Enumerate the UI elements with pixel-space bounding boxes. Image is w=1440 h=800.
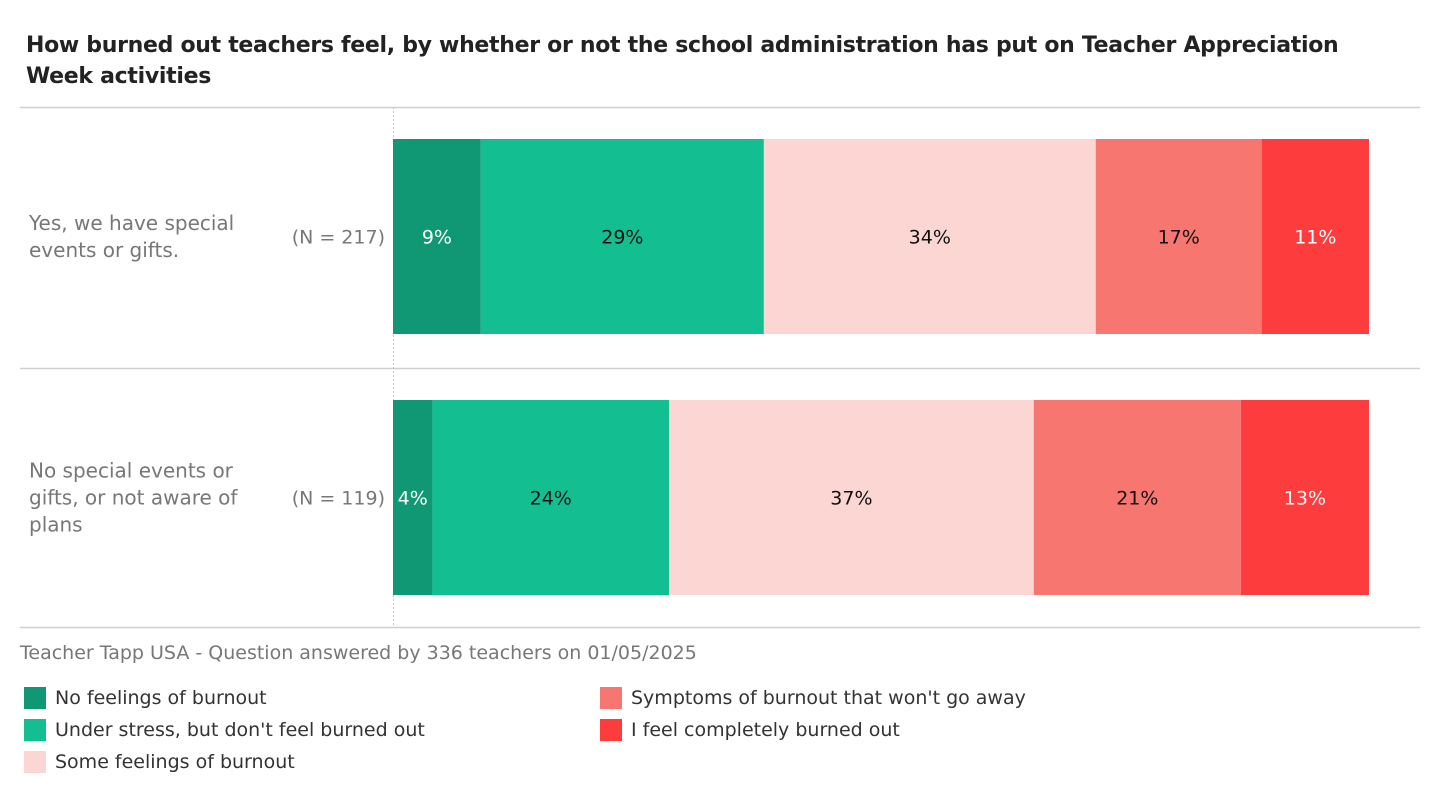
bar-segment: [393, 400, 433, 595]
bar-row: Yes, we have special events or gifts. (N =…: [28, 139, 1369, 334]
data-label: 29%: [601, 227, 643, 249]
data-label: 24%: [530, 488, 572, 510]
category-label: No special events or gifts, or not aware …: [29, 459, 238, 537]
sample-size-label: (N = 119): [292, 488, 385, 510]
sample-size-label: (N = 217): [292, 227, 385, 249]
data-label: 9%: [422, 227, 452, 249]
bar-segment: [1261, 139, 1369, 334]
bar-segment: [1240, 400, 1369, 595]
category-label: Yes, we have special events or gifts.: [28, 211, 234, 262]
data-label: 11%: [1294, 227, 1336, 249]
bar-segment: [432, 400, 670, 595]
data-label: 34%: [909, 227, 951, 249]
data-label: 21%: [1116, 488, 1158, 510]
bar-segment: [1095, 139, 1262, 334]
data-label: 17%: [1158, 227, 1200, 249]
bar-segment: [763, 139, 1096, 334]
chart-title: How burned out teachers feel, by whether…: [26, 33, 1339, 89]
bar-row: No special events or gifts, or not aware …: [29, 400, 1369, 595]
bar-segment: [480, 139, 764, 334]
chart-rows: Yes, we have special events or gifts. (N =…: [28, 139, 1369, 595]
data-label: 37%: [830, 488, 872, 510]
data-label: 4%: [398, 488, 428, 510]
data-label: 13%: [1284, 488, 1326, 510]
bar-segment: [1033, 400, 1241, 595]
bar-segment: [393, 139, 481, 334]
bar-segment: [669, 400, 1034, 595]
source-note: Teacher Tapp USA - Question answered by …: [20, 642, 697, 664]
chart-frame: [20, 106, 1420, 629]
